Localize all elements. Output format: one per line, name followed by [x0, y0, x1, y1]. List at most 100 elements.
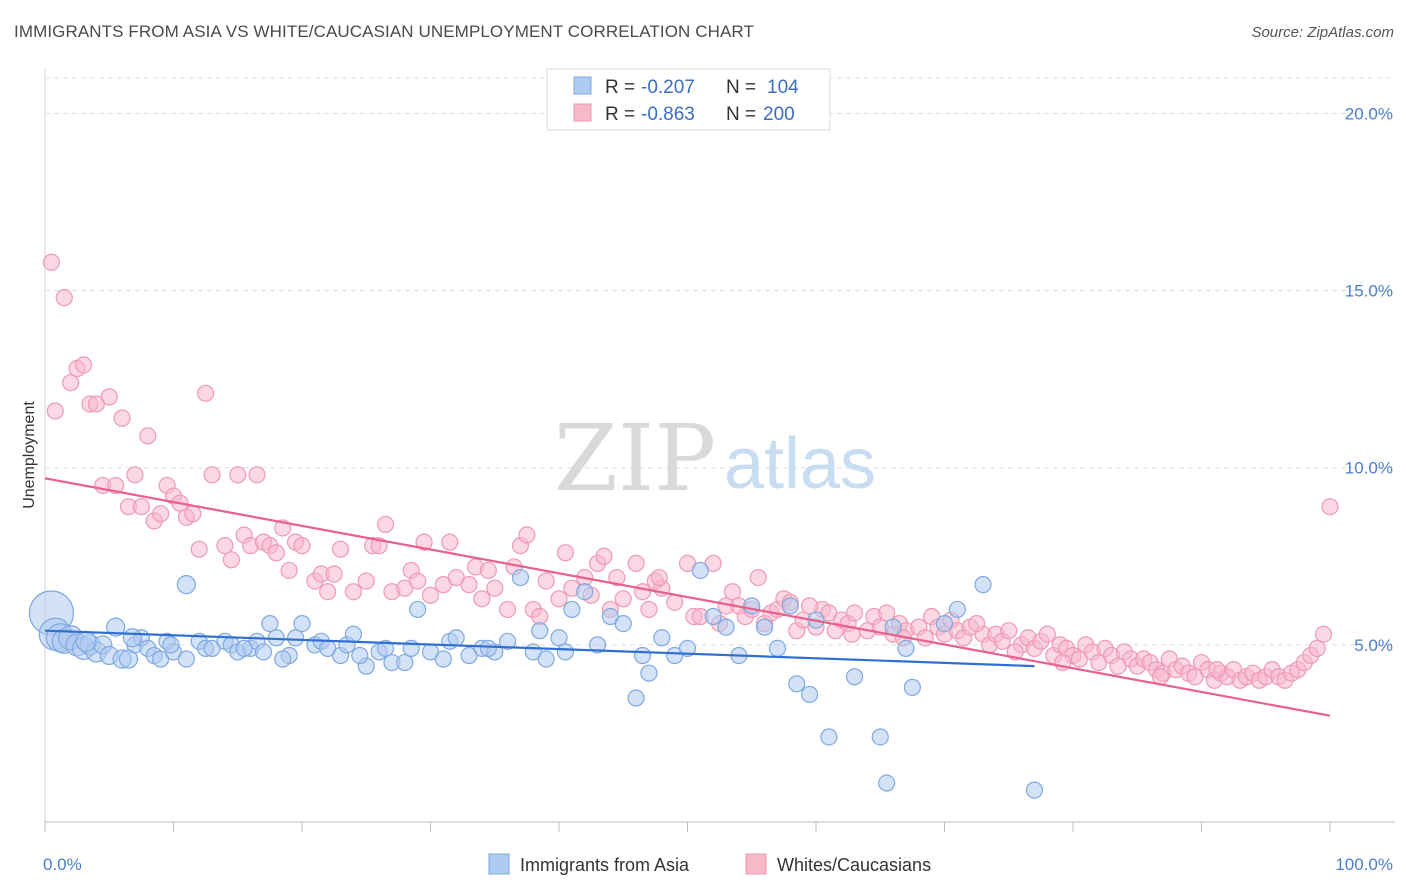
data-point [479, 639, 497, 658]
data-point [1321, 498, 1339, 516]
y-tick-labels: 5.0% 10.0% 15.0% 20.0% [1345, 104, 1393, 654]
data-point [499, 632, 517, 650]
legend-box [546, 68, 831, 131]
chart-title: IMMIGRANTS FROM ASIA VS WHITE/CAUCASIAN … [14, 22, 754, 41]
data-point [595, 547, 613, 565]
data-point [871, 728, 889, 746]
trend-line-asia [44, 629, 1035, 668]
data-point [576, 583, 594, 601]
bottom-legend-swatch-pink [745, 853, 767, 875]
data-point [640, 600, 658, 619]
data-point [351, 646, 369, 665]
data-point [222, 551, 240, 569]
data-point [800, 597, 819, 615]
data-point [376, 639, 395, 658]
data-point [749, 568, 767, 587]
legend-swatch-blue [573, 76, 592, 95]
data-point [550, 590, 568, 608]
trend-line-whites [44, 477, 1331, 717]
bottom-legend: Immigrants from Asia Whites/Caucasians [488, 853, 931, 875]
data-point [447, 629, 465, 647]
data-point [235, 639, 253, 658]
data-point [845, 668, 864, 686]
data-point [293, 614, 311, 633]
data-point [344, 625, 362, 643]
legend-r-value-1: -0.207 [641, 77, 695, 98]
data-point [486, 579, 504, 597]
data-point [743, 597, 761, 615]
data-point [267, 544, 285, 562]
data-point [421, 586, 440, 604]
data-point [556, 643, 575, 661]
data-point [415, 533, 433, 551]
data-point [627, 554, 645, 572]
y-tick-label: 10.0% [1345, 459, 1393, 478]
data-point [261, 614, 279, 633]
data-point [1109, 657, 1127, 675]
data-point [113, 409, 131, 427]
data-point [331, 540, 350, 558]
data-point [434, 650, 452, 668]
data-point [55, 289, 73, 307]
data-point [274, 650, 292, 668]
data-point [139, 427, 157, 445]
data-point [531, 622, 549, 640]
data-point [229, 466, 247, 484]
data-point [62, 374, 80, 392]
data-point [511, 568, 530, 587]
source-label: Source: ZipAtlas.com [1251, 24, 1394, 41]
data-point [344, 583, 362, 601]
data-point [460, 576, 478, 594]
legend-r-label-1: R = [605, 77, 635, 98]
data-point [216, 537, 234, 555]
data-point [280, 561, 298, 580]
data-point [788, 675, 806, 693]
data-point [74, 356, 93, 374]
data-point [126, 466, 144, 484]
data-point [897, 639, 915, 658]
data-point [614, 590, 632, 608]
data-point [878, 604, 896, 622]
data-point [518, 526, 536, 544]
data-point [556, 544, 575, 562]
data-point [563, 600, 581, 619]
data-point [254, 643, 273, 661]
top-legend: R = -0.207 N = 104 R = -0.863 N = 200 [546, 68, 831, 131]
data-point [820, 728, 838, 746]
y-tick-label: 20.0% [1345, 104, 1393, 123]
data-point [717, 618, 735, 636]
axes [44, 68, 1395, 832]
data-point [723, 583, 742, 601]
data-point [884, 618, 902, 636]
data-point [878, 774, 896, 792]
trend-lines [44, 477, 1331, 717]
data-point [588, 636, 607, 654]
series-immigrants-from-asia [28, 561, 1044, 799]
legend-n-value-1: 104 [767, 77, 799, 98]
data-point [409, 600, 427, 619]
legend-n-value-2: 200 [763, 104, 795, 125]
data-point [537, 650, 555, 668]
data-point [197, 384, 215, 402]
watermark-atlas: atlas [724, 424, 876, 504]
bottom-legend-label-asia: Immigrants from Asia [520, 855, 690, 875]
y-tick-label: 5.0% [1354, 636, 1393, 655]
data-point [614, 614, 632, 633]
y-tick-label: 15.0% [1345, 282, 1393, 301]
data-point [678, 639, 697, 658]
data-point [162, 636, 180, 654]
data-point [248, 466, 266, 484]
data-point [755, 618, 774, 636]
data-point [843, 625, 861, 643]
data-point [286, 629, 305, 647]
x-tick-label: 0.0% [43, 855, 82, 874]
data-point [948, 600, 966, 619]
data-point [319, 583, 337, 601]
data-point [916, 629, 934, 647]
legend-swatch-pink [573, 103, 592, 122]
data-point [608, 568, 626, 587]
data-point [46, 402, 64, 420]
data-point [1208, 661, 1226, 679]
data-point [152, 505, 170, 523]
